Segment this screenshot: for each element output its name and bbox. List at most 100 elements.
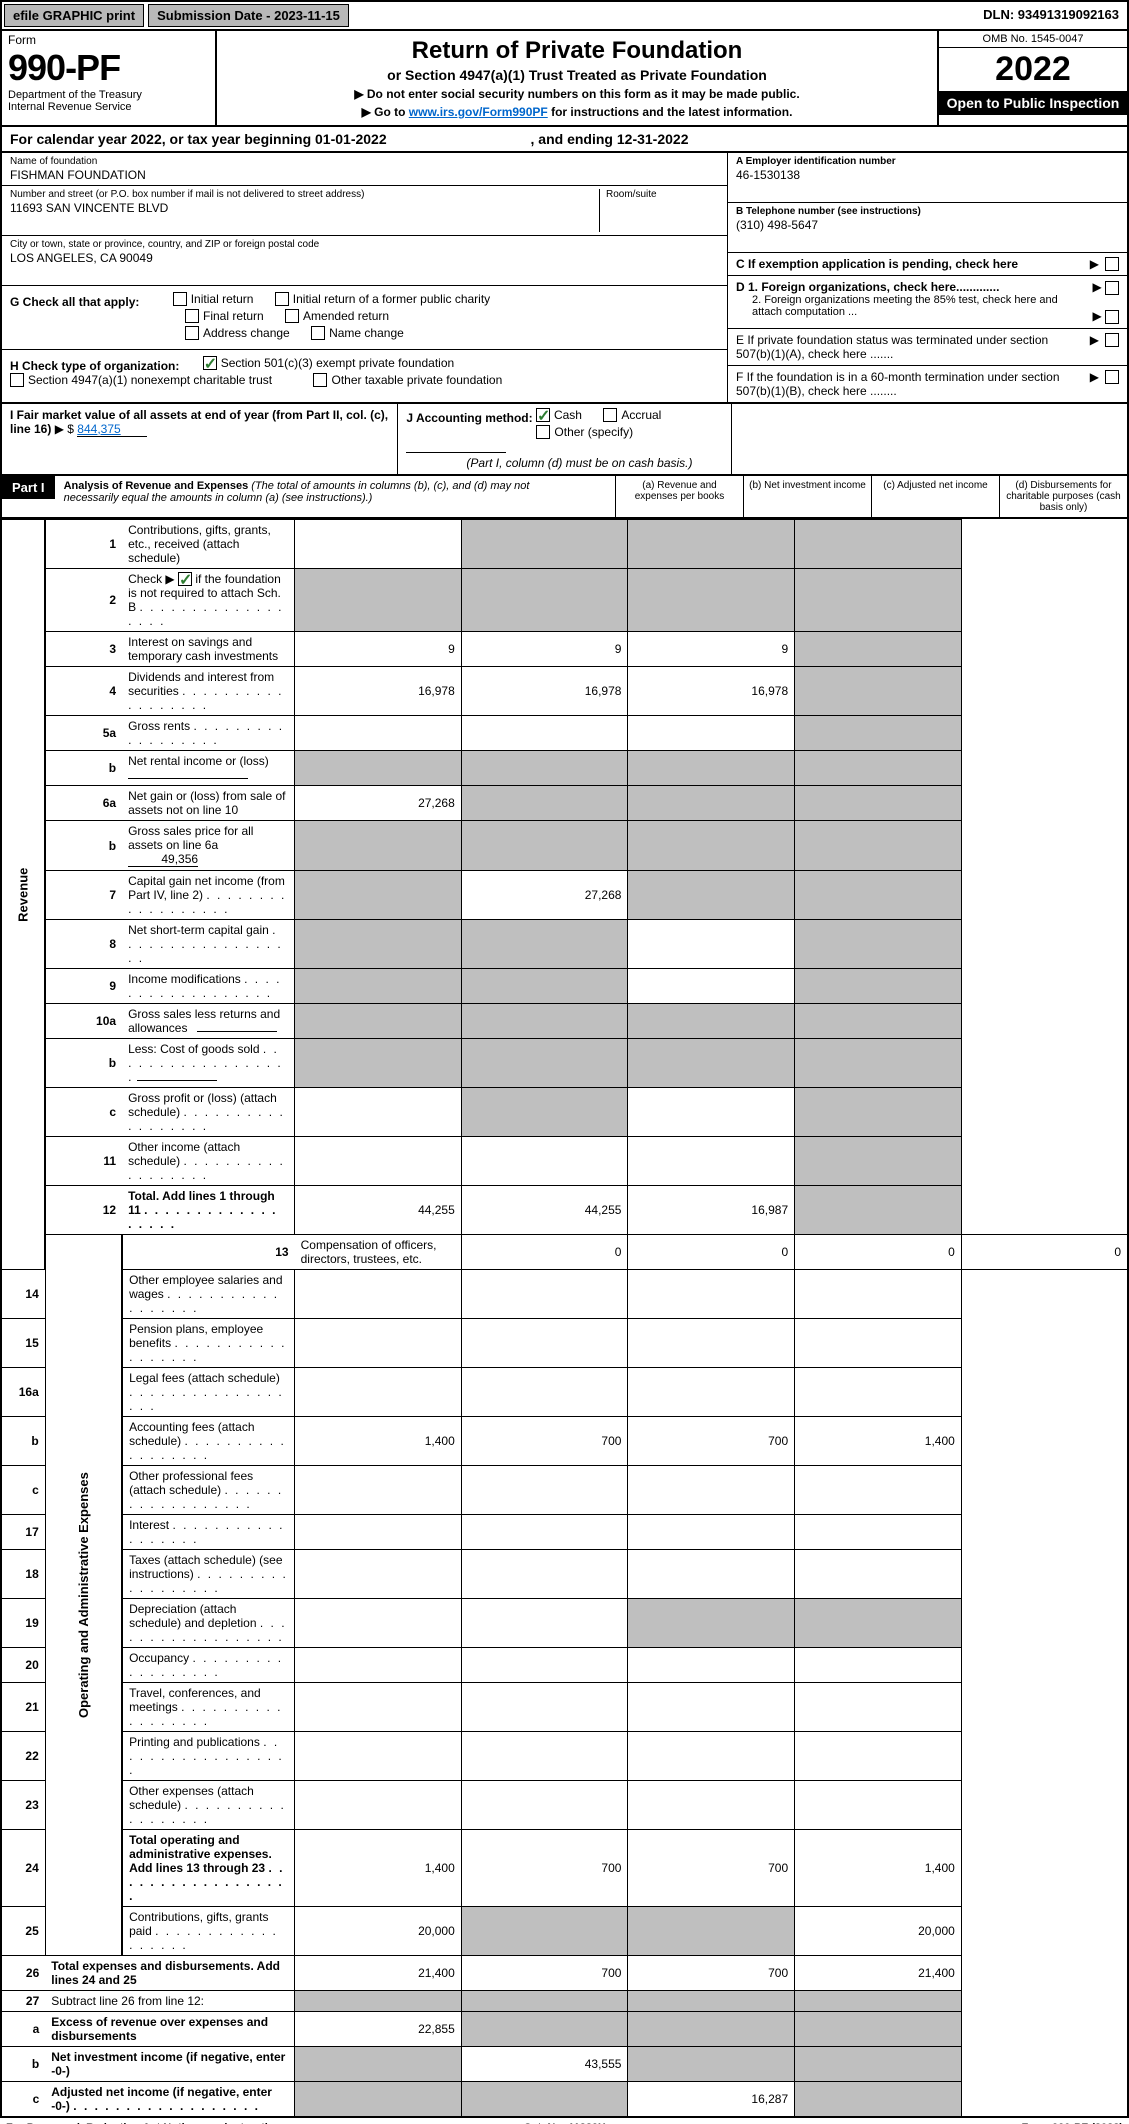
table-row: 25Contributions, gifts, grants paid 20,0… bbox=[1, 1907, 1128, 1956]
e-row: E If private foundation status was termi… bbox=[728, 329, 1127, 366]
footer: For Paperwork Reduction Act Notice, see … bbox=[0, 2118, 1129, 2124]
calendar-year-row: For calendar year 2022, or tax year begi… bbox=[0, 127, 1129, 153]
efile-button[interactable]: efile GRAPHIC print bbox=[4, 4, 144, 27]
table-row: 6aNet gain or (loss) from sale of assets… bbox=[1, 786, 1128, 821]
table-row: 4Dividends and interest from securities … bbox=[1, 667, 1128, 716]
table-row: 26Total expenses and disbursements. Add … bbox=[1, 1956, 1128, 1991]
part1-header: Part I Analysis of Revenue and Expenses … bbox=[0, 476, 1129, 519]
col-c-header: (c) Adjusted net income bbox=[871, 476, 999, 517]
f-row: F If the foundation is in a 60-month ter… bbox=[728, 366, 1127, 402]
table-row: 9Income modifications bbox=[1, 969, 1128, 1004]
fmv-link[interactable]: 844,375 bbox=[77, 422, 147, 437]
phone-cell: B Telephone number (see instructions) (3… bbox=[728, 203, 1127, 253]
foundation-name: FISHMAN FOUNDATION bbox=[10, 168, 719, 182]
chk-name[interactable] bbox=[311, 326, 325, 340]
col-a-header: (a) Revenue and expenses per books bbox=[615, 476, 743, 517]
table-row: cAdjusted net income (if negative, enter… bbox=[1, 2082, 1128, 2118]
chk-cash[interactable] bbox=[536, 408, 550, 422]
table-row: 17Interest bbox=[1, 1515, 1128, 1550]
table-row: 8Net short-term capital gain bbox=[1, 920, 1128, 969]
ein: 46-1530138 bbox=[736, 168, 1119, 182]
table-row: 23Other expenses (attach schedule) bbox=[1, 1781, 1128, 1830]
table-row: cOther professional fees (attach schedul… bbox=[1, 1466, 1128, 1515]
table-row: bNet investment income (if negative, ent… bbox=[1, 2047, 1128, 2082]
city-state-zip: LOS ANGELES, CA 90049 bbox=[10, 251, 719, 265]
chk-address[interactable] bbox=[185, 326, 199, 340]
table-row: cGross profit or (loss) (attach schedule… bbox=[1, 1088, 1128, 1137]
ein-cell: A Employer identification number 46-1530… bbox=[728, 153, 1127, 203]
table-row: 27Subtract line 26 from line 12: bbox=[1, 1991, 1128, 2012]
chk-final[interactable] bbox=[185, 309, 199, 323]
g-section: G Check all that apply: Initial return I… bbox=[2, 286, 727, 350]
top-bar: efile GRAPHIC print Submission Date - 20… bbox=[0, 0, 1129, 29]
c-row: C If exemption application is pending, c… bbox=[728, 253, 1127, 276]
chk-d1[interactable] bbox=[1105, 281, 1119, 295]
footer-left: For Paperwork Reduction Act Notice, see … bbox=[6, 2122, 290, 2124]
table-row: bAccounting fees (attach schedule) 1,400… bbox=[1, 1417, 1128, 1466]
table-row: Operating and Administrative Expenses 13… bbox=[1, 1235, 1128, 1270]
chk-501c3[interactable] bbox=[203, 356, 217, 370]
city-cell: City or town, state or province, country… bbox=[2, 236, 727, 286]
chk-c[interactable] bbox=[1105, 257, 1119, 271]
chk-initial[interactable] bbox=[173, 292, 187, 306]
irs-link[interactable]: www.irs.gov/Form990PF bbox=[409, 105, 548, 119]
note-link: ▶ Go to www.irs.gov/Form990PF for instru… bbox=[223, 105, 931, 119]
omb-label: OMB No. 1545-0047 bbox=[939, 31, 1127, 48]
table-row: 12Total. Add lines 1 through 11 44,25544… bbox=[1, 1186, 1128, 1235]
table-row: 14Other employee salaries and wages bbox=[1, 1270, 1128, 1319]
table-row: 3Interest on savings and temporary cash … bbox=[1, 632, 1128, 667]
note-ssn: ▶ Do not enter social security numbers o… bbox=[223, 87, 931, 101]
i-j-row: I Fair market value of all assets at end… bbox=[0, 404, 1129, 476]
form-header: Form 990-PF Department of the Treasury I… bbox=[0, 29, 1129, 127]
table-row: 20Occupancy bbox=[1, 1648, 1128, 1683]
name-cell: Name of foundation FISHMAN FOUNDATION bbox=[2, 153, 727, 186]
form-title: Return of Private Foundation bbox=[223, 37, 931, 65]
chk-schB[interactable] bbox=[178, 572, 192, 586]
chk-accrual[interactable] bbox=[603, 408, 617, 422]
h-section: H Check type of organization: Section 50… bbox=[2, 350, 727, 396]
dln-label: DLN: 93491319092163 bbox=[977, 4, 1125, 27]
open-inspection: Open to Public Inspection bbox=[939, 91, 1127, 115]
j-section: J Accounting method: Cash Accrual Other … bbox=[398, 404, 731, 474]
table-row: 22Printing and publications bbox=[1, 1732, 1128, 1781]
identity-block: Name of foundation FISHMAN FOUNDATION Nu… bbox=[0, 153, 1129, 404]
phone: (310) 498-5647 bbox=[736, 218, 1119, 232]
i-section: I Fair market value of all assets at end… bbox=[2, 404, 398, 474]
tax-year: 2022 bbox=[939, 48, 1127, 91]
header-right: OMB No. 1545-0047 2022 Open to Public In… bbox=[937, 31, 1127, 125]
table-row: 19Depreciation (attach schedule) and dep… bbox=[1, 1599, 1128, 1648]
table-row: Revenue 1Contributions, gifts, grants, e… bbox=[1, 519, 1128, 568]
table-row: 15Pension plans, employee benefits bbox=[1, 1319, 1128, 1368]
chk-e[interactable] bbox=[1105, 333, 1119, 347]
address-cell: Number and street (or P.O. box number if… bbox=[2, 186, 727, 236]
table-row: 5aGross rents bbox=[1, 716, 1128, 751]
street-address: 11693 SAN VINCENTE BLVD bbox=[10, 201, 599, 215]
chk-amended[interactable] bbox=[285, 309, 299, 323]
chk-initial-public[interactable] bbox=[275, 292, 289, 306]
chk-other-method[interactable] bbox=[536, 425, 550, 439]
form-number: 990-PF bbox=[8, 47, 209, 89]
part1-tag: Part I bbox=[2, 476, 55, 499]
irs-label: Internal Revenue Service bbox=[8, 101, 209, 113]
col-d-header: (d) Disbursements for charitable purpose… bbox=[999, 476, 1127, 517]
table-row: bNet rental income or (loss) bbox=[1, 751, 1128, 786]
submission-date-button[interactable]: Submission Date - 2023-11-15 bbox=[148, 4, 349, 27]
table-row: 7Capital gain net income (from Part IV, … bbox=[1, 871, 1128, 920]
form-word: Form bbox=[8, 33, 209, 47]
expenses-side: Operating and Administrative Expenses bbox=[45, 1235, 122, 1956]
chk-other-tax[interactable] bbox=[313, 373, 327, 387]
revenue-side: Revenue bbox=[1, 519, 45, 1270]
header-mid: Return of Private Foundation or Section … bbox=[217, 31, 937, 125]
form-subtitle: or Section 4947(a)(1) Trust Treated as P… bbox=[223, 67, 931, 83]
dept-label: Department of the Treasury bbox=[8, 89, 209, 101]
footer-right: Form 990-PF (2022) bbox=[1022, 2122, 1123, 2124]
part1-table: Revenue 1Contributions, gifts, grants, e… bbox=[0, 519, 1129, 2119]
chk-d2[interactable] bbox=[1105, 310, 1119, 324]
d-row: D 1. Foreign organizations, check here..… bbox=[728, 276, 1127, 329]
chk-f[interactable] bbox=[1105, 370, 1119, 384]
chk-4947[interactable] bbox=[10, 373, 24, 387]
table-row: 11Other income (attach schedule) bbox=[1, 1137, 1128, 1186]
footer-mid: Cat. No. 11289X bbox=[524, 2122, 606, 2124]
table-row: 18Taxes (attach schedule) (see instructi… bbox=[1, 1550, 1128, 1599]
table-row: 21Travel, conferences, and meetings bbox=[1, 1683, 1128, 1732]
